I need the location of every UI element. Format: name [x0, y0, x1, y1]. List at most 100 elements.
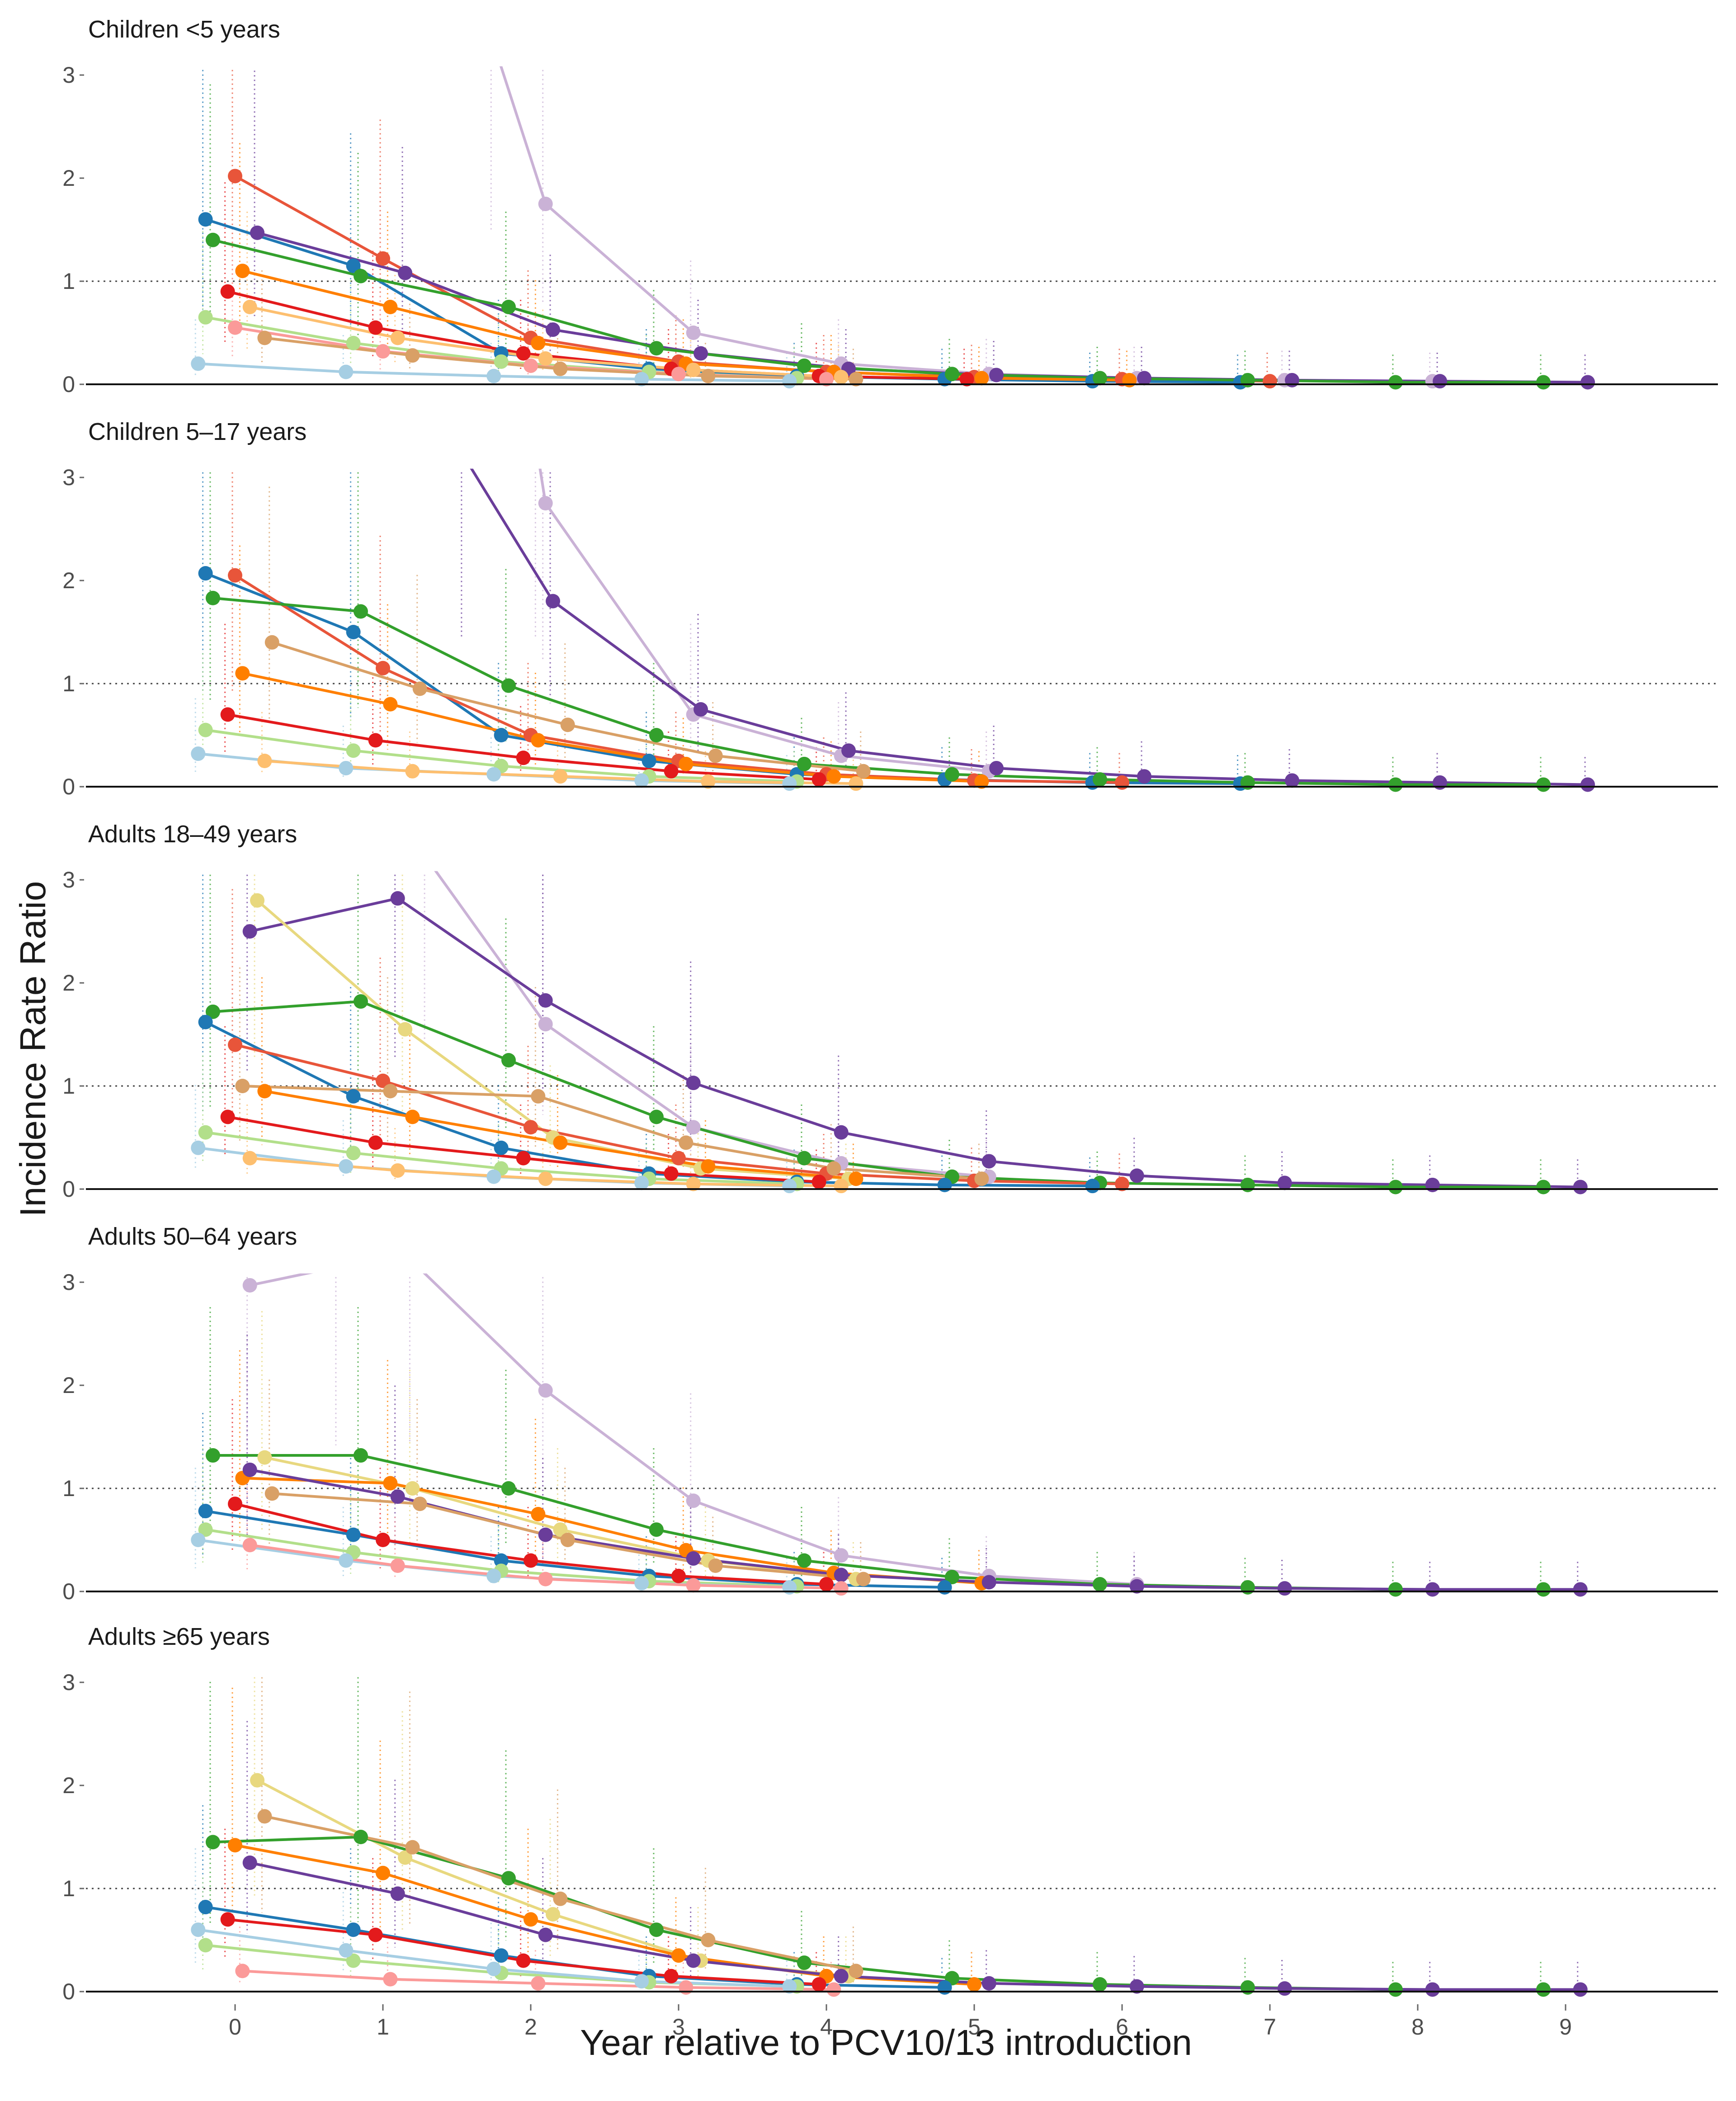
data-point [390, 330, 405, 345]
data-point [383, 1084, 398, 1099]
data-point [250, 225, 265, 240]
data-point [686, 326, 701, 340]
data-point [1573, 1180, 1588, 1195]
data-point [686, 1578, 701, 1593]
data-point [1285, 773, 1300, 788]
data-point [1580, 777, 1595, 792]
data-point [1085, 1179, 1100, 1194]
x-axis: 0 1 2 3 4 5 6 7 8 9 [229, 2004, 1572, 2040]
data-point [346, 1527, 361, 1542]
data-point [412, 681, 427, 696]
data-point [405, 1840, 420, 1855]
data-point [494, 1140, 509, 1155]
data-point [1573, 1582, 1588, 1597]
data-point [242, 1462, 257, 1477]
data-point [228, 1838, 242, 1853]
data-point [524, 1120, 538, 1135]
data-point [849, 776, 863, 791]
data-point [242, 924, 257, 939]
data-point [1115, 775, 1129, 790]
data-point [634, 773, 649, 788]
data-point [1122, 373, 1137, 387]
data-point [686, 1176, 701, 1191]
data-point [235, 666, 250, 681]
data-point [198, 1522, 213, 1537]
data-point [1433, 775, 1448, 790]
data-point [679, 1135, 693, 1150]
data-point [353, 269, 368, 283]
data-point [376, 661, 390, 675]
data-point [989, 368, 1004, 382]
data-point [390, 1163, 405, 1178]
data-point [390, 1489, 405, 1504]
data-point [693, 346, 708, 361]
data-point [944, 367, 959, 382]
data-point [981, 1154, 996, 1169]
x-tick-label: 7 [1264, 2014, 1276, 2040]
data-point [242, 1151, 257, 1166]
data-point [198, 566, 213, 581]
data-point [538, 993, 553, 1008]
series-line [234, 175, 1270, 383]
series-line [235, 1844, 975, 1986]
data-point [686, 1953, 701, 1968]
data-point [494, 728, 509, 742]
series-line [499, 66, 1433, 383]
data-point [346, 258, 361, 273]
data-point [198, 722, 213, 737]
panel-2: Adults 18–49 years 0 1 2 3 [62, 821, 1718, 1202]
data-point [346, 1953, 361, 1968]
data-point [686, 1493, 701, 1508]
data-point [346, 743, 361, 758]
series-line [212, 238, 1543, 384]
x-tick-label: 0 [229, 2014, 241, 2040]
plot-area [191, 1273, 1588, 1597]
data-point [501, 1871, 516, 1886]
data-point [634, 1176, 649, 1190]
data-point [538, 351, 553, 366]
data-point [819, 1577, 834, 1592]
data-point [981, 1575, 996, 1590]
data-point [383, 697, 398, 712]
data-point [486, 1961, 501, 1976]
y-tick-label: 1 [62, 1073, 75, 1099]
data-point [339, 364, 354, 379]
series-line [470, 468, 1588, 786]
data-point [257, 330, 272, 345]
data-point [376, 1865, 390, 1880]
data-point [1425, 1982, 1440, 1997]
data-point [849, 372, 863, 387]
data-point [235, 1079, 250, 1093]
data-point [686, 1120, 701, 1135]
series-line [242, 1085, 982, 1180]
data-point [701, 774, 716, 789]
data-point [664, 1166, 679, 1181]
data-point [257, 1084, 272, 1099]
data-point [398, 1850, 413, 1865]
data-point [257, 1809, 272, 1824]
x-axis-title: Year relative to PCV10/13 introduction [580, 2022, 1192, 2063]
data-point [944, 767, 959, 782]
data-point [1433, 374, 1448, 389]
data-point [1129, 1979, 1144, 1994]
data-point [834, 1125, 849, 1140]
data-point [501, 300, 516, 314]
panel-title: Children 5–17 years [88, 418, 307, 445]
data-point [819, 372, 834, 387]
data-point [368, 733, 383, 748]
x-tick-label: 2 [524, 2014, 537, 2040]
data-point [1240, 1980, 1255, 1995]
data-point [383, 300, 398, 314]
data-point [494, 354, 509, 369]
data-point [1425, 1177, 1440, 1192]
data-point [228, 568, 242, 583]
data-point [405, 764, 420, 779]
panel-title: Children <5 years [88, 16, 280, 43]
data-point [531, 1507, 546, 1521]
data-point [708, 748, 723, 763]
data-point [531, 733, 546, 748]
data-point [671, 1948, 686, 1963]
data-point [974, 774, 989, 789]
